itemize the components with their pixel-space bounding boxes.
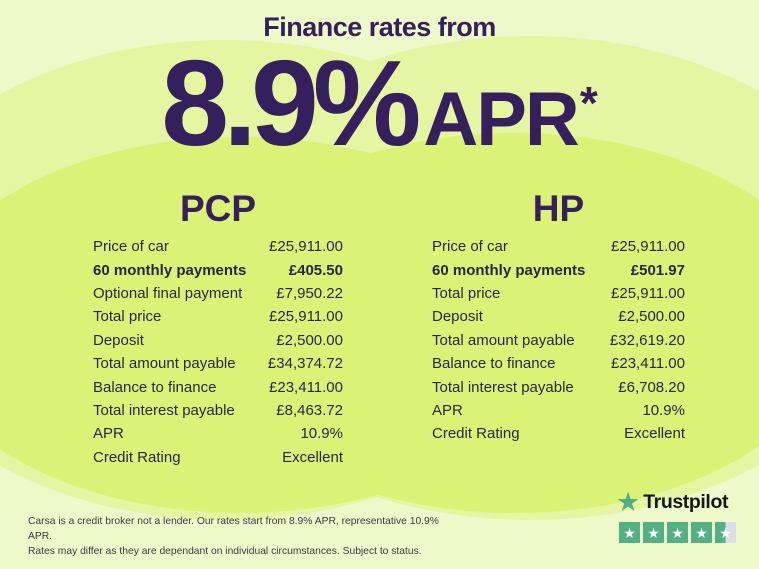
trustpilot-star-box: ★ [643,522,664,543]
row-value: £25,911.00 [269,308,343,326]
row-value: 10.9% [642,401,685,419]
row-value: £32,619.20 [609,331,685,349]
trustpilot-wordmark: Trustpilot [643,491,729,513]
row-label: Balance to finance [93,378,217,396]
pcp-title: PCP [179,188,257,229]
pcp-column: PCP Price of car £25,911.00 60 monthly p… [93,190,343,469]
hp-column: HP Price of car £25,911.00 60 monthly pa… [432,190,685,446]
row-label: Total interest payable [432,378,574,396]
table-row: Optional final payment £7,950.22 [93,282,343,305]
row-label: 60 monthly payments [93,261,247,279]
row-value: £2,500.00 [618,308,685,326]
row-value: Excellent [282,448,343,466]
row-label: Deposit [93,331,144,349]
row-label: Deposit [432,308,483,326]
trustpilot-star-icon: ★ [616,487,641,517]
apr-label: APR [423,77,579,162]
row-value: 10.9% [300,425,343,443]
row-label: Total amount payable [432,331,575,349]
row-label: Total price [93,308,162,326]
row-value: £501.97 [630,261,685,279]
row-label: Total amount payable [93,355,236,373]
row-label: Balance to finance [432,355,556,373]
table-row: Credit Rating Excellent [93,446,343,469]
row-label: Price of car [93,238,169,256]
row-value: £405.50 [288,261,343,279]
table-row: Balance to finance £23,411.00 [432,352,685,375]
table-row: 60 monthly payments £501.97 [432,258,685,281]
star-icon: ★ [647,524,660,541]
row-value: £6,708.20 [618,378,685,396]
table-row: Total price £25,911.00 [432,282,685,305]
row-value: £23,411.00 [269,378,343,396]
row-value: Excellent [624,425,685,443]
table-row: Deposit £2,500.00 [432,305,685,328]
headline-subtitle: Finance rates from [263,12,496,42]
table-row: Deposit £2,500.00 [93,329,343,352]
background-blob-right [195,133,759,513]
table-row: Price of car £25,911.00 [432,235,685,258]
trustpilot-half-star-box: ★ [715,522,736,543]
row-value: £34,374.72 [267,355,343,373]
trustpilot-logo: ★ Trustpilot [616,489,728,516]
table-row: Balance to finance £23,411.00 [93,375,343,398]
row-label: APR [432,401,463,419]
row-label: Total price [432,284,501,302]
trustpilot-star-box: ★ [691,522,712,543]
table-row: Total amount payable £32,619.20 [432,329,685,352]
row-label: APR [93,425,124,443]
trustpilot-rating: ★ ★ ★ ★ ★ [619,522,736,543]
star-icon: ★ [671,524,684,541]
legal-disclaimer: Carsa is a credit broker not a lender. O… [28,514,448,559]
row-value: £25,911.00 [611,284,685,302]
row-value: £7,950.22 [276,284,343,302]
row-label: 60 monthly payments [432,261,586,279]
apr-asterisk: * [579,77,598,129]
table-row: Price of car £25,911.00 [93,235,343,258]
row-value: £23,411.00 [611,355,685,373]
row-value: £25,911.00 [269,238,343,256]
trustpilot-star-box: ★ [619,522,640,543]
table-row: Total interest payable £6,708.20 [432,375,685,398]
row-label: Total interest payable [93,401,235,419]
row-label: Credit Rating [432,425,520,443]
star-icon: ★ [695,524,708,541]
star-icon: ★ [623,524,636,541]
disclaimer-line: Carsa is a credit broker not a lender. O… [28,516,439,542]
row-label: Credit Rating [93,448,181,466]
table-row: Total interest payable £8,463.72 [93,399,343,422]
hp-title: HP [532,188,585,229]
table-row: Total price £25,911.00 [93,305,343,328]
headline-rate: 8.9% APR * [0,42,759,164]
row-value: £8,463.72 [276,401,343,419]
table-row: Total amount payable £34,374.72 [93,352,343,375]
table-row: 60 monthly payments £405.50 [93,258,343,281]
star-icon: ★ [719,524,732,541]
trustpilot-star-box: ★ [667,522,688,543]
table-row: APR 10.9% [432,399,685,422]
table-row: APR 10.9% [93,422,343,445]
table-row: Credit Rating Excellent [432,422,685,445]
row-value: £25,911.00 [611,238,685,256]
row-value: £2,500.00 [276,331,343,349]
row-label: Optional final payment [93,284,243,302]
rate-value: 8.9% [161,35,421,171]
disclaimer-line: Rates may differ as they are dependant o… [28,546,422,557]
row-label: Price of car [432,238,508,256]
